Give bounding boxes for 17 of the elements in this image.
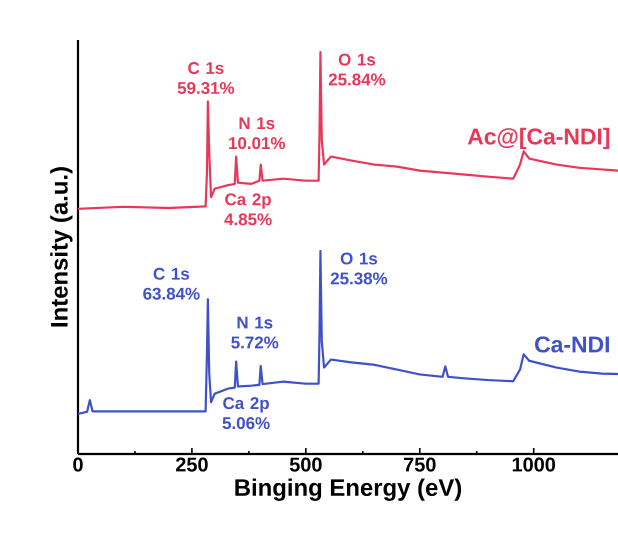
x-tick-label: 250 (176, 458, 208, 472)
annotation: Ca 2p 5.06% (222, 397, 270, 430)
annotation: Ca 2p 4.85% (224, 193, 272, 226)
annotation: C 1s 59.31% (178, 62, 234, 94)
x-tick-label: 500 (290, 458, 322, 472)
x-axis-title: Binging Energy (eV) (235, 478, 462, 501)
series-label: Ac@[Ca-NDI] (468, 128, 610, 150)
annotation: N 1s 10.01% (229, 117, 286, 150)
annotation: O 1s 25.84% (328, 54, 386, 86)
x-tick-label: 1000 (512, 458, 556, 472)
x-tick-label: 0 (73, 458, 83, 472)
annotation: N 1s 5.72% (231, 316, 278, 349)
annotation: C 1s 63.84% (143, 268, 200, 300)
y-axis-title: Intensity (a.u.) (50, 167, 72, 326)
x-tick-label: 750 (404, 458, 436, 472)
series-label: Ca-NDI (535, 336, 609, 353)
annotation: O 1s 25.38% (330, 252, 388, 284)
